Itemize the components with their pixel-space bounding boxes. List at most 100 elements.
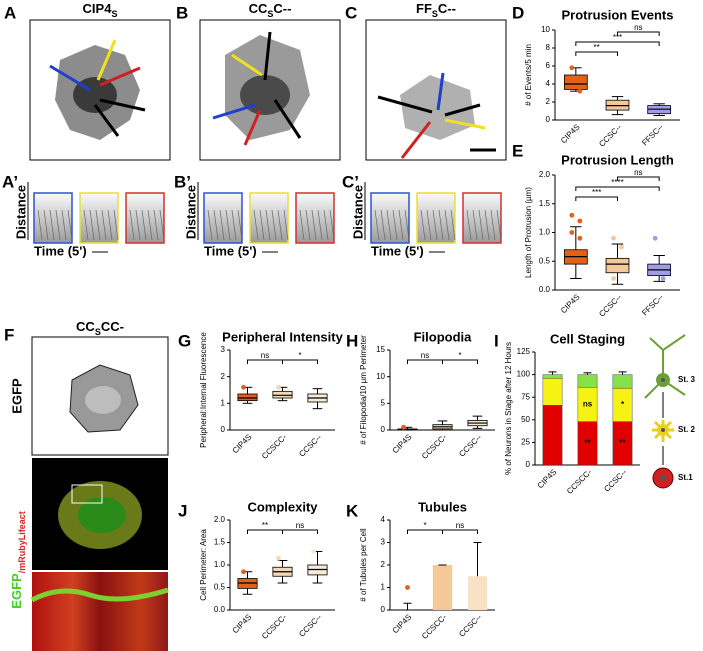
kymo-streak bbox=[101, 209, 107, 241]
significance-label: ns bbox=[634, 168, 642, 177]
point bbox=[619, 244, 624, 250]
y-tick-label: 10 bbox=[541, 25, 550, 34]
y-tick-label: 2 bbox=[221, 372, 226, 381]
y-tick-label: 10 bbox=[376, 372, 385, 381]
y-tick-label: 2 bbox=[381, 560, 386, 569]
y-tick-label: 1.0 bbox=[214, 560, 226, 569]
x-tick-label: CCSC-- bbox=[297, 612, 323, 638]
y-tick-label: 25 bbox=[521, 438, 530, 447]
kymo-streak bbox=[472, 209, 478, 241]
kymograph bbox=[249, 192, 289, 244]
x-tick-label: CCSC-- bbox=[297, 432, 323, 458]
kymograph bbox=[79, 192, 119, 244]
legend-label: St. 2 bbox=[678, 425, 695, 434]
point bbox=[241, 569, 246, 575]
y-tick-label: 0 bbox=[526, 460, 531, 469]
y-tick-label: 0.0 bbox=[214, 605, 226, 614]
point bbox=[611, 276, 616, 281]
title-part: C-- bbox=[273, 1, 291, 16]
y-axis-label: Length of Protrusion (µm) bbox=[524, 187, 533, 278]
point bbox=[405, 585, 410, 590]
significance-label: *** bbox=[592, 188, 601, 197]
point bbox=[401, 424, 406, 430]
kymo-axis-label: Time (5') bbox=[34, 243, 87, 258]
x-tick-label: CIP4S bbox=[231, 613, 254, 636]
kymograph bbox=[33, 192, 73, 244]
kymo-streak bbox=[43, 209, 49, 241]
y-tick-label: 0 bbox=[381, 605, 386, 614]
kymo-streak bbox=[374, 209, 380, 241]
image-title: FFSC-- bbox=[416, 1, 456, 19]
kymo-streak bbox=[478, 209, 484, 241]
panel-label: J bbox=[178, 501, 187, 520]
point bbox=[611, 235, 616, 241]
kymo-axis-label: Time (5') bbox=[371, 243, 424, 258]
kymograph bbox=[370, 192, 410, 244]
significance-bracket bbox=[282, 359, 318, 364]
kymo-axis-label: Time (5') bbox=[204, 243, 257, 258]
y-tick-label: 1.0 bbox=[539, 228, 551, 237]
kymo-streak bbox=[37, 209, 43, 241]
x-tick-label: CCSCC- bbox=[565, 467, 594, 496]
point bbox=[241, 384, 246, 390]
chart-title: Filopodia bbox=[414, 329, 473, 344]
segment-annotation: ns bbox=[583, 400, 593, 409]
significance-bracket bbox=[407, 359, 443, 364]
kymo-streak bbox=[404, 209, 410, 241]
panel-label: F bbox=[4, 325, 14, 344]
significance-label: ns bbox=[296, 521, 304, 530]
kymo-streak bbox=[283, 209, 289, 241]
significance-label: * bbox=[298, 351, 301, 360]
kymo-streak bbox=[141, 209, 147, 241]
significance-bracket bbox=[575, 41, 660, 46]
panel-label: I bbox=[494, 331, 499, 350]
bar-segment bbox=[577, 374, 598, 388]
x-tick-label: CCSCC- bbox=[420, 432, 449, 461]
box bbox=[237, 393, 258, 402]
bar-segment bbox=[542, 405, 563, 466]
significance-bracket bbox=[247, 359, 283, 364]
x-tick-label: CCSCC- bbox=[420, 612, 449, 641]
title-part: EGFP bbox=[9, 573, 24, 609]
point bbox=[276, 555, 281, 561]
kymo-streak bbox=[153, 209, 159, 241]
y-tick-label: 0 bbox=[381, 425, 386, 434]
kymo-streak bbox=[466, 209, 472, 241]
title-part: S bbox=[267, 9, 273, 19]
kymo-streak bbox=[329, 209, 335, 241]
panel-label: G bbox=[178, 331, 191, 350]
y-tick-label: 2 bbox=[546, 97, 551, 106]
y-tick-label: 2.0 bbox=[214, 515, 226, 524]
kymo-streak bbox=[305, 209, 311, 241]
kymo-streak bbox=[83, 209, 89, 241]
title-part: S bbox=[111, 9, 117, 19]
title-part: S bbox=[95, 327, 101, 337]
kymo-streak bbox=[432, 209, 438, 241]
significance-label: ns bbox=[634, 23, 642, 32]
panel-label: D bbox=[512, 3, 524, 22]
point bbox=[577, 88, 583, 94]
title-part: C-- bbox=[438, 1, 456, 16]
kymo-streak bbox=[490, 209, 496, 241]
y-axis-label: Peripheral:Internal Fluorescence bbox=[199, 332, 208, 448]
kymo-streak bbox=[219, 209, 225, 241]
significance-label: * bbox=[458, 351, 461, 360]
panel-label: A’ bbox=[2, 172, 18, 191]
legend-label: St. 3 bbox=[678, 375, 695, 384]
x-tick-label: CCSC-- bbox=[457, 612, 483, 638]
y-tick-label: 5 bbox=[381, 398, 386, 407]
kymograph bbox=[203, 192, 243, 244]
kymo-streak bbox=[271, 209, 277, 241]
kymo-streak bbox=[277, 209, 283, 241]
panel-label: B’ bbox=[174, 172, 191, 191]
point bbox=[569, 65, 575, 71]
y-axis-label: % of Neurons in Stage after 12 Hours bbox=[504, 342, 513, 475]
y-tick-label: 15 bbox=[376, 345, 385, 354]
chart-title: Complexity bbox=[247, 499, 318, 514]
x-tick-label: CIP4S bbox=[391, 433, 414, 456]
point bbox=[569, 212, 575, 218]
y-axis-label: Cell Perimeter: Area bbox=[199, 529, 208, 601]
y-tick-label: 0 bbox=[221, 425, 226, 434]
kymo-streak bbox=[225, 209, 231, 241]
kymo-streak bbox=[380, 209, 386, 241]
